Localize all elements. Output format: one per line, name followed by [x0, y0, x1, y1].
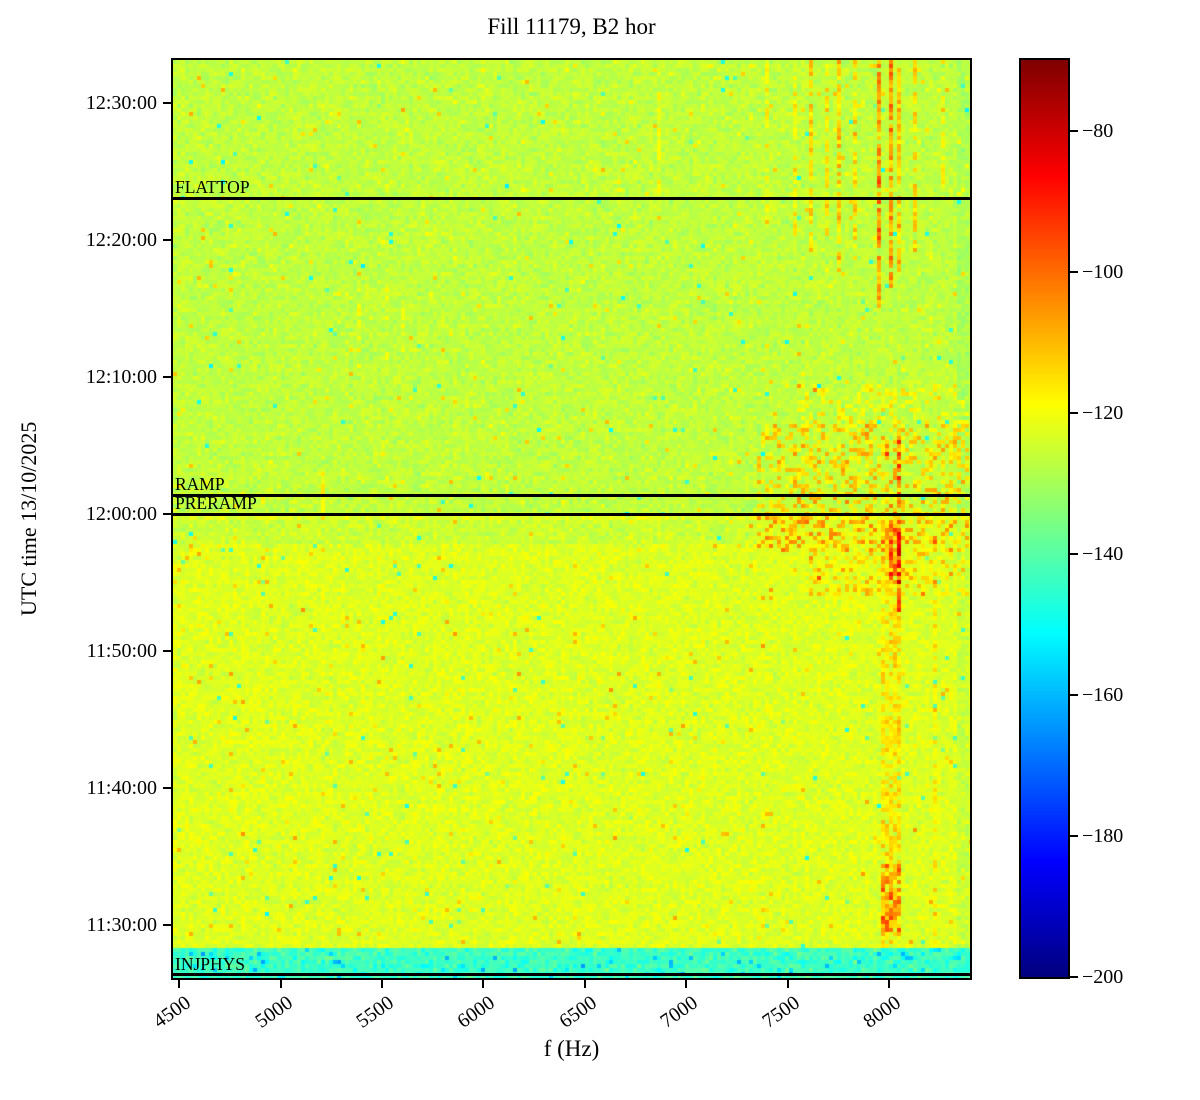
- x-tick-mark: [482, 980, 485, 988]
- x-tick-label: 6000: [453, 991, 500, 1033]
- colorbar-tick-label: −80: [1082, 119, 1114, 142]
- event-line-preramp: [173, 512, 970, 516]
- x-tick-mark: [279, 980, 282, 988]
- event-label-preramp: PRERAMP: [175, 493, 257, 514]
- y-tick-mark: [163, 238, 171, 241]
- colorbar-tick-mark: [1070, 270, 1078, 273]
- x-tick-mark: [583, 980, 586, 988]
- y-tick-mark: [163, 786, 171, 789]
- event-label-flattop: FLATTOP: [175, 177, 250, 198]
- colorbar-tick-label: −200: [1082, 966, 1124, 988]
- colorbar: [1019, 58, 1070, 979]
- x-tick-label: 6500: [555, 991, 601, 1033]
- y-tick-label: 11:30:00: [86, 913, 157, 936]
- y-tick-mark: [163, 375, 171, 378]
- colorbar-tick-label: −180: [1082, 824, 1124, 847]
- colorbar-tick-label: −120: [1082, 401, 1124, 424]
- x-tick-mark: [178, 980, 181, 988]
- x-tick-label: 5500: [352, 991, 398, 1033]
- spectrogram-canvas: [173, 60, 970, 978]
- x-tick-mark: [380, 980, 383, 988]
- colorbar-canvas: [1021, 60, 1068, 977]
- colorbar-tick-label: −100: [1082, 260, 1124, 283]
- y-tick-label: 11:50:00: [86, 640, 157, 662]
- x-tick-label: 4500: [149, 991, 195, 1033]
- colorbar-tick-label: −140: [1082, 542, 1124, 565]
- event-label-ramp: RAMP: [175, 474, 225, 495]
- x-axis-label: f (Hz): [543, 1036, 600, 1061]
- y-tick-mark: [163, 650, 171, 652]
- x-tick-label: 5000: [250, 991, 297, 1033]
- y-tick-label: 12:00:00: [85, 503, 157, 526]
- plot-area: [171, 58, 972, 980]
- x-tick-mark: [888, 980, 891, 988]
- x-tick-label: 8000: [859, 991, 906, 1033]
- colorbar-tick-mark: [1070, 976, 1078, 978]
- y-tick-label: 11:40:00: [86, 776, 157, 799]
- x-tick-mark: [786, 980, 789, 988]
- x-tick-label: 7000: [656, 991, 703, 1033]
- colorbar-tick-mark: [1070, 693, 1078, 696]
- colorbar-tick-mark: [1070, 552, 1078, 555]
- colorbar-tick-mark: [1070, 411, 1078, 414]
- event-line-flattop: [173, 196, 970, 200]
- event-line-injphys: [173, 973, 970, 977]
- y-tick-label: 12:10:00: [85, 365, 157, 388]
- event-label-injphys: INJPHYS: [175, 953, 246, 974]
- colorbar-tick-label: −160: [1082, 683, 1124, 706]
- y-tick-mark: [163, 513, 171, 516]
- event-line-ramp: [173, 493, 970, 497]
- x-tick-mark: [685, 980, 688, 988]
- chart-title: Fill 11179, B2 hor: [487, 14, 656, 39]
- y-tick-mark: [163, 101, 171, 104]
- y-tick-mark: [163, 923, 171, 926]
- y-tick-label: 12:20:00: [85, 228, 157, 251]
- x-tick-label: 7500: [758, 991, 804, 1033]
- colorbar-tick-mark: [1070, 129, 1078, 132]
- colorbar-tick-mark: [1070, 834, 1078, 837]
- y-tick-label: 12:30:00: [85, 91, 157, 114]
